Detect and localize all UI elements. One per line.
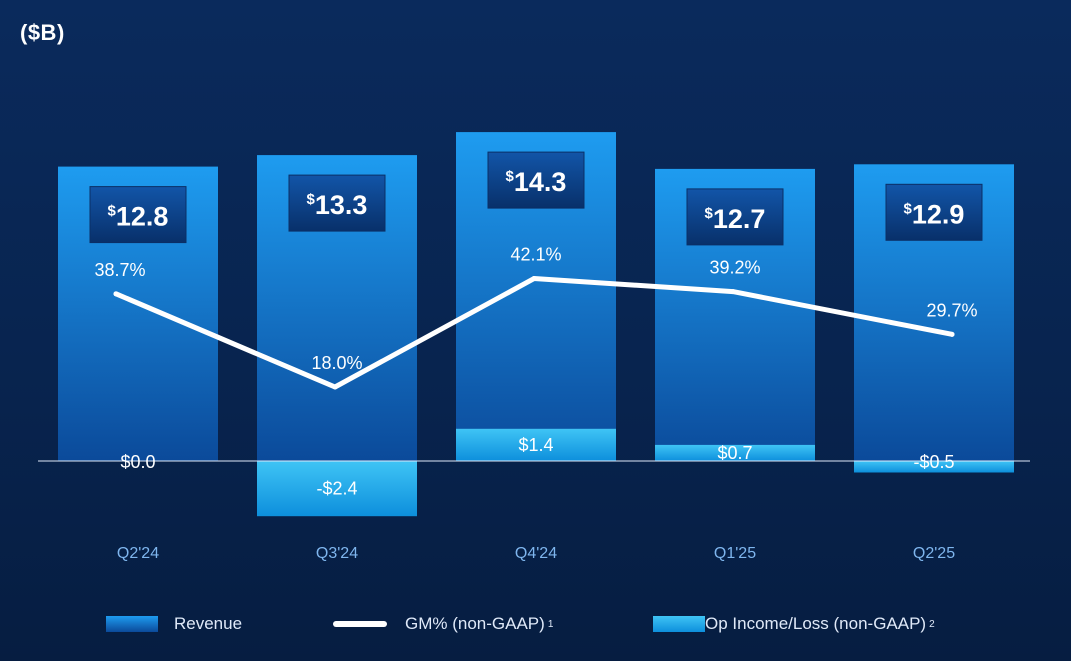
x-tick-label: Q2'24 xyxy=(117,545,159,562)
gm-value-label: 29.7% xyxy=(926,300,977,320)
legend-swatch-op-income xyxy=(653,616,705,632)
op-income-value-label: -$0.5 xyxy=(913,452,954,472)
op-income-bars xyxy=(257,428,1014,517)
unit-label: ($B) xyxy=(20,20,65,45)
gm-value-label: 39.2% xyxy=(709,258,760,278)
op-income-value-labels: $0.0 -$2.4 $1.4 $0.7 -$0.5 xyxy=(120,435,954,499)
revenue-value-box xyxy=(288,174,386,232)
legend-footnote-gm: 1 xyxy=(547,618,554,630)
legend-swatch-gm xyxy=(333,621,387,627)
legend: Revenue GM% (non-GAAP) 1 Op Income/Loss … xyxy=(0,610,1071,640)
op-income-value-label: -$2.4 xyxy=(316,479,357,499)
gm-value-label: 42.1% xyxy=(510,245,561,265)
revenue-value-box xyxy=(89,186,187,244)
gm-point xyxy=(949,331,955,337)
x-axis-tick-labels: Q2'24 Q3'24 Q4'24 Q1'25 Q2'25 xyxy=(117,545,955,562)
x-tick-label: Q3'24 xyxy=(316,545,358,562)
legend-footnote-op-income: 2 xyxy=(929,618,935,630)
legend-label-op-income: Op Income/Loss (non-GAAP) xyxy=(705,614,927,633)
gm-line xyxy=(113,276,955,390)
chart-svg: $12.8 $13.3 $14.3 $12.7 $12.9 38.7% 18.0% 42.1… xyxy=(38,132,1030,562)
x-tick-label: Q4'24 xyxy=(515,545,557,562)
legend-label-revenue: Revenue xyxy=(174,614,243,633)
legend-item-gm: GM% (non-GAAP) 1 xyxy=(333,610,553,638)
op-income-value-label: $0.0 xyxy=(120,452,155,472)
legend-swatch-revenue xyxy=(106,616,158,632)
revenue-value-label: $12.7 xyxy=(705,204,766,234)
op-income-bar xyxy=(257,461,417,517)
op-income-value-label: $0.7 xyxy=(717,443,752,463)
gm-point xyxy=(730,289,736,295)
revenue-value-labels: $12.8 $13.3 $14.3 $12.7 $12.9 xyxy=(89,151,983,246)
revenue-value-box xyxy=(885,183,983,241)
gm-point xyxy=(531,276,537,282)
gm-point xyxy=(113,291,119,297)
gm-point xyxy=(332,384,338,390)
legend-label-gm: GM% (non-GAAP) xyxy=(405,614,545,633)
gm-value-label: 18.0% xyxy=(311,353,362,373)
op-income-bar xyxy=(456,428,616,461)
gm-value-labels: 38.7% 18.0% 42.1% 39.2% 29.7% xyxy=(94,245,977,373)
gm-value-label: 38.7% xyxy=(94,260,145,280)
x-tick-label: Q1'25 xyxy=(714,545,756,562)
revenue-value-label: $12.9 xyxy=(904,199,965,229)
x-tick-label: Q2'25 xyxy=(913,545,955,562)
revenue-value-label: $13.3 xyxy=(307,190,368,220)
revenue-value-label: $12.8 xyxy=(108,202,169,232)
op-income-bar xyxy=(854,461,1014,473)
legend-item-op-income: Op Income/Loss (non-GAAP) 2 xyxy=(653,610,935,638)
revenue-value-box xyxy=(487,151,585,209)
legend-item-revenue: Revenue xyxy=(106,610,242,638)
revenue-value-label: $14.3 xyxy=(506,167,567,197)
op-income-value-label: $1.4 xyxy=(518,435,553,455)
revenue-value-box xyxy=(686,188,784,246)
op-income-bar xyxy=(655,444,815,461)
